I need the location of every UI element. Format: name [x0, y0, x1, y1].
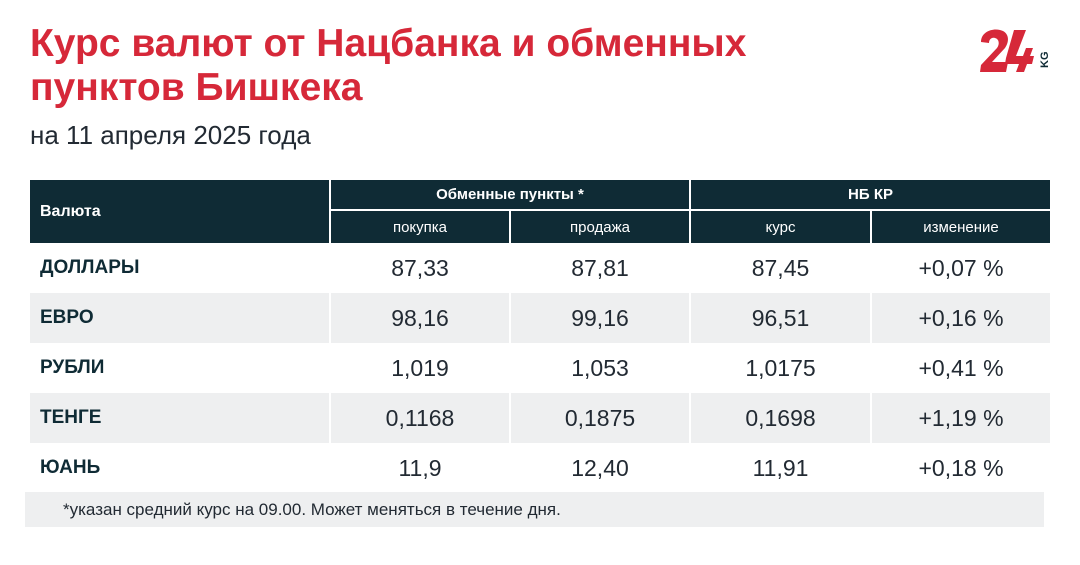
- currency-name: ДОЛЛАРЫ: [30, 243, 329, 293]
- change-value: +0,07 %: [870, 243, 1051, 293]
- change-value: +1,19 %: [870, 393, 1051, 443]
- col-currency-header: Валюта: [30, 180, 329, 243]
- currency-name: РУБЛИ: [30, 343, 329, 393]
- col-buy-header: покупка: [329, 211, 509, 243]
- buy-value: 98,16: [329, 293, 509, 343]
- currency-name: ЮАНЬ: [30, 443, 329, 493]
- table-row: ЕВРО 98,16 99,16 96,51 +0,16 %: [30, 293, 1051, 343]
- table-row: ДОЛЛАРЫ 87,33 87,81 87,45 +0,07 %: [30, 243, 1051, 293]
- change-value: +0,16 %: [870, 293, 1051, 343]
- col-sell-header: продажа: [509, 211, 689, 243]
- nbkr-rate-value: 11,91: [689, 443, 870, 493]
- buy-value: 0,1168: [329, 393, 509, 443]
- svg-text:KG: KG: [1039, 52, 1051, 69]
- currency-name: ТЕНГЕ: [30, 393, 329, 443]
- change-value: +0,18 %: [870, 443, 1051, 493]
- col-rate-header: курс: [689, 211, 870, 243]
- table-row: ЮАНЬ 11,9 12,40 11,91 +0,18 %: [30, 443, 1051, 493]
- change-value: +0,41 %: [870, 343, 1051, 393]
- rates-table: Валюта Обменные пункты * НБ КР покупка п…: [30, 180, 1051, 493]
- table-row: ТЕНГЕ 0,1168 0,1875 0,1698 +1,19 %: [30, 393, 1051, 443]
- sell-value: 1,053: [509, 343, 689, 393]
- page-title: Курс валют от Нацбанка и обменных пункто…: [30, 22, 747, 109]
- buy-value: 1,019: [329, 343, 509, 393]
- page-subtitle: на 11 апреля 2025 года: [30, 120, 311, 150]
- table-row: РУБЛИ 1,019 1,053 1,0175 +0,41 %: [30, 343, 1051, 393]
- col-change-header: изменение: [870, 211, 1051, 243]
- group-nbkr-header: НБ КР: [689, 180, 1051, 211]
- sell-value: 0,1875: [509, 393, 689, 443]
- footnote: *указан средний курс на 09.00. Может мен…: [25, 492, 1044, 527]
- buy-value: 11,9: [329, 443, 509, 493]
- currency-name: ЕВРО: [30, 293, 329, 343]
- nbkr-rate-value: 96,51: [689, 293, 870, 343]
- buy-value: 87,33: [329, 243, 509, 293]
- sell-value: 87,81: [509, 243, 689, 293]
- sell-value: 99,16: [509, 293, 689, 343]
- group-exchange-header: Обменные пункты *: [329, 180, 689, 211]
- bottom-band: [0, 550, 1080, 565]
- logo-24kg: KG: [980, 29, 1051, 72]
- nbkr-rate-value: 87,45: [689, 243, 870, 293]
- sell-value: 12,40: [509, 443, 689, 493]
- nbkr-rate-value: 1,0175: [689, 343, 870, 393]
- nbkr-rate-value: 0,1698: [689, 393, 870, 443]
